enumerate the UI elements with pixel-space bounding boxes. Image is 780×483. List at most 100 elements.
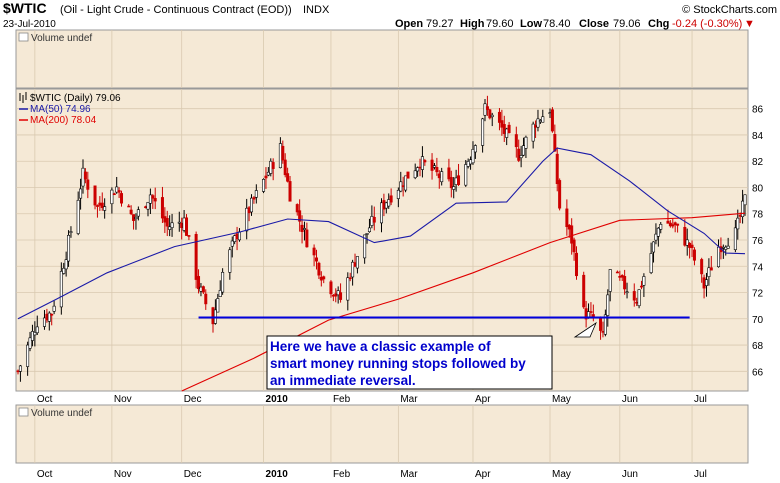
annotation-line-2: smart money running stops followed by bbox=[270, 356, 526, 371]
collapse-icon[interactable] bbox=[18, 407, 29, 417]
candle-body bbox=[649, 253, 653, 273]
candle-body bbox=[384, 202, 388, 209]
x-tick-label: Apr bbox=[475, 469, 491, 480]
candle-body bbox=[363, 234, 367, 259]
down-arrow-icon: ▼ bbox=[744, 18, 755, 30]
candle-body bbox=[146, 202, 150, 210]
candle-body bbox=[269, 160, 273, 174]
x-tick-label: Jun bbox=[622, 394, 638, 405]
candle-body bbox=[370, 216, 374, 226]
candle-body bbox=[199, 286, 203, 292]
candle-body bbox=[683, 226, 687, 246]
exchange-label: INDX bbox=[303, 4, 330, 16]
candle-body bbox=[168, 226, 172, 230]
ma50-line bbox=[17, 147, 746, 320]
candle-body bbox=[148, 194, 152, 204]
candle-body bbox=[160, 197, 164, 219]
candle-body bbox=[367, 227, 371, 233]
candle-body bbox=[639, 285, 643, 288]
candle-body bbox=[736, 217, 740, 230]
candle-body bbox=[608, 269, 612, 292]
x-tick-label: Mar bbox=[400, 394, 418, 405]
candle-body bbox=[702, 277, 706, 289]
candle-body bbox=[52, 305, 56, 312]
candle-body bbox=[28, 337, 32, 349]
candle-body bbox=[182, 217, 186, 231]
candle-body bbox=[690, 244, 694, 249]
candle-body bbox=[33, 332, 37, 336]
candle-body bbox=[514, 134, 518, 148]
candle-body bbox=[45, 313, 49, 321]
candle-body bbox=[497, 111, 501, 123]
candle-body bbox=[329, 281, 333, 295]
candle-body bbox=[507, 124, 511, 134]
candle-body bbox=[485, 106, 489, 110]
candle-body bbox=[587, 311, 591, 318]
candle-body bbox=[517, 148, 521, 161]
candle-body bbox=[262, 179, 266, 192]
y-tick-label: 66 bbox=[752, 367, 764, 378]
candle-body bbox=[230, 240, 234, 247]
candle-body bbox=[692, 249, 696, 261]
candle-body bbox=[618, 275, 622, 278]
x-tick-label: Oct bbox=[37, 394, 53, 405]
candle-body bbox=[218, 290, 222, 297]
candle-body bbox=[197, 276, 201, 290]
collapse-icon[interactable] bbox=[18, 32, 29, 42]
candle-body bbox=[302, 228, 306, 230]
candle-body bbox=[606, 294, 610, 316]
candle-body bbox=[120, 193, 124, 204]
candle-body bbox=[201, 286, 205, 293]
candle-body bbox=[132, 214, 136, 221]
y-tick-label: 80 bbox=[752, 183, 764, 194]
x-tick-label: Oct bbox=[37, 469, 53, 480]
candle-body bbox=[471, 149, 475, 164]
candle-body bbox=[449, 177, 453, 189]
candle-body bbox=[317, 262, 321, 276]
volume-bottom-gridlines bbox=[34, 405, 693, 463]
candle-body bbox=[18, 365, 22, 372]
volume-bottom-label: Volume undef bbox=[31, 408, 92, 419]
candle-body bbox=[221, 271, 225, 293]
candle-body bbox=[351, 261, 355, 278]
candle-body bbox=[286, 173, 290, 182]
symbol-title: $WTIC bbox=[3, 0, 47, 16]
candle-body bbox=[447, 167, 451, 180]
candle-body bbox=[423, 160, 427, 163]
candle-body bbox=[625, 291, 629, 294]
y-tick-label: 70 bbox=[752, 315, 764, 326]
candle-body bbox=[676, 223, 680, 226]
candle-body bbox=[623, 276, 627, 290]
legend-ma50: MA(50) 74.96 bbox=[30, 104, 91, 115]
open-label: Open bbox=[395, 18, 423, 30]
candle-body bbox=[534, 125, 538, 128]
candle-body bbox=[81, 167, 85, 187]
candle-body bbox=[319, 276, 323, 281]
x-tick-label: May bbox=[552, 469, 571, 480]
candle-body bbox=[656, 227, 660, 237]
candle-body bbox=[404, 175, 408, 191]
low-label: Low bbox=[520, 18, 542, 30]
candle-body bbox=[365, 233, 369, 235]
candle-body bbox=[300, 224, 304, 232]
candle-body bbox=[237, 231, 241, 241]
candle-body bbox=[704, 279, 708, 286]
candle-body bbox=[452, 186, 456, 190]
candle-body bbox=[153, 198, 157, 202]
x-tick-label: Jul bbox=[694, 469, 707, 480]
candle-body bbox=[700, 259, 704, 275]
annotation-pointer bbox=[573, 321, 597, 338]
candle-body bbox=[83, 171, 87, 180]
candle-body bbox=[601, 331, 605, 333]
candle-body bbox=[637, 289, 641, 307]
candle-body bbox=[522, 145, 526, 156]
candle-body bbox=[35, 326, 39, 334]
candle-body bbox=[437, 173, 441, 179]
candle-body bbox=[454, 177, 458, 185]
x-axis-labels-top: Oct Nov Dec 2010 Feb Mar Apr May Jun Jul bbox=[37, 394, 707, 405]
candle-body bbox=[127, 205, 131, 208]
y-tick-label: 82 bbox=[752, 157, 764, 168]
candle-body bbox=[69, 231, 73, 233]
volume-panel-top: Volume undef bbox=[15, 29, 749, 89]
candle-body bbox=[283, 159, 287, 176]
